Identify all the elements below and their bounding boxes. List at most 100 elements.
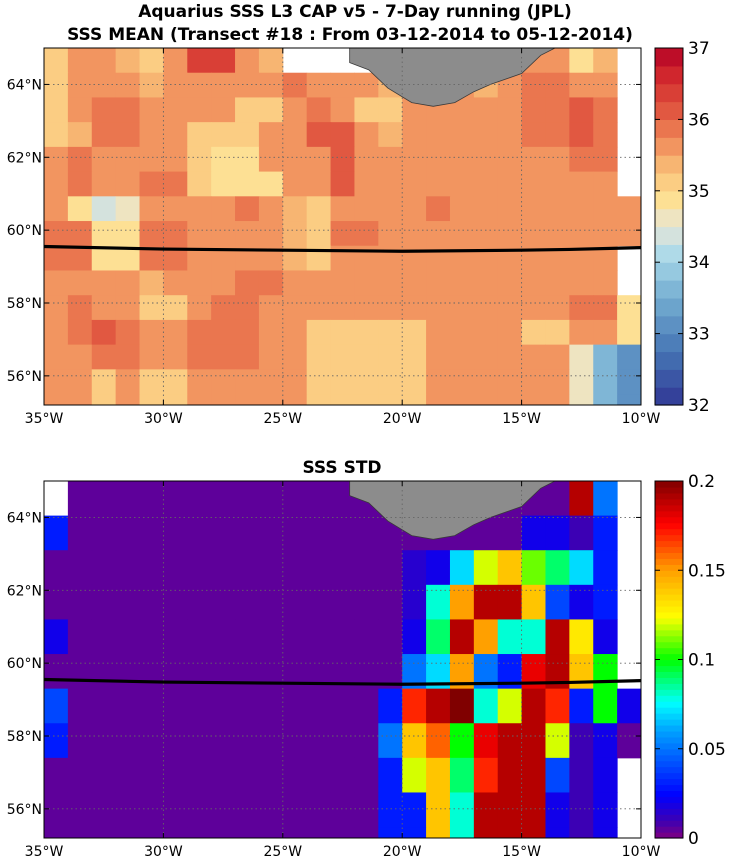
data-cell — [473, 757, 499, 793]
data-cell — [139, 654, 164, 690]
data-cell — [569, 827, 594, 838]
data-cell — [306, 723, 332, 759]
data-cell — [67, 171, 93, 197]
data-cell — [139, 827, 164, 838]
colorbar-swatch — [655, 516, 683, 524]
data-cell — [497, 827, 523, 838]
data-cell — [306, 619, 332, 655]
data-cell — [139, 72, 164, 98]
data-cell — [235, 394, 260, 405]
data-cell — [449, 146, 475, 173]
y-tick-label: 58°N — [7, 296, 42, 312]
data-cell — [139, 550, 164, 586]
colorbar-swatch — [655, 623, 683, 631]
data-cell — [115, 171, 141, 197]
data-cell — [258, 369, 284, 395]
data-cell — [426, 221, 451, 247]
data-cell — [258, 619, 284, 655]
data-cell — [593, 146, 618, 173]
colorbar-swatch — [655, 754, 683, 762]
data-cell — [569, 757, 594, 793]
colorbar-swatch — [655, 641, 683, 649]
data-cell — [67, 122, 93, 148]
data-cell — [211, 792, 236, 828]
colorbar-swatch — [655, 244, 683, 263]
data-cell — [67, 515, 93, 551]
data-cell — [402, 619, 427, 655]
data-cell — [473, 369, 499, 395]
colorbar-tick-label: 0.05 — [688, 740, 726, 760]
data-cell — [354, 757, 379, 793]
data-cell — [115, 221, 141, 247]
data-cell — [235, 792, 260, 828]
data-cell — [330, 196, 355, 222]
data-cell — [545, 827, 570, 838]
data-cell — [593, 757, 618, 793]
data-cell — [378, 550, 403, 586]
bottom-title: SSS STD — [302, 458, 381, 478]
data-cell — [163, 122, 188, 148]
y-tick-label: 62°N — [7, 583, 42, 599]
data-cell — [497, 369, 523, 395]
data-cell — [187, 122, 212, 148]
data-cell — [617, 319, 642, 346]
data-cell — [163, 654, 188, 690]
data-cell — [67, 792, 93, 828]
data-cell — [115, 146, 141, 173]
colorbar-swatch — [655, 713, 683, 720]
data-cell — [617, 295, 642, 321]
data-cell — [67, 344, 93, 370]
data-cell — [473, 319, 499, 346]
data-cell — [44, 122, 69, 148]
data-cell — [593, 319, 618, 346]
data-cell — [163, 757, 188, 793]
data-cell — [211, 550, 236, 586]
data-cell — [617, 394, 642, 405]
y-tick-label: 58°N — [7, 729, 42, 745]
data-cell — [378, 295, 403, 321]
data-cell — [44, 344, 69, 370]
colorbar-tick-label: 33 — [688, 325, 710, 345]
data-cell — [569, 515, 594, 551]
colorbar-swatch — [655, 190, 683, 210]
data-cell — [44, 827, 69, 838]
data-cell — [187, 97, 212, 123]
data-cell — [378, 146, 403, 173]
data-cell — [545, 757, 570, 793]
colorbar-swatch — [655, 790, 683, 797]
data-cell — [139, 369, 164, 395]
data-cell — [44, 48, 69, 74]
data-cell — [67, 221, 93, 247]
data-cell — [139, 319, 164, 346]
data-cell — [282, 550, 308, 586]
colorbar-swatch — [655, 653, 683, 661]
data-cell — [187, 270, 212, 296]
data-cell — [139, 270, 164, 296]
colorbar-swatch — [655, 784, 683, 791]
colorbar-tick-label: 0 — [688, 829, 699, 849]
data-cell — [282, 146, 308, 173]
data-cell — [521, 757, 546, 793]
data-cell — [354, 72, 379, 98]
colorbar-swatch — [655, 83, 683, 103]
data-cell — [211, 344, 236, 370]
data-cell — [187, 550, 212, 586]
data-cell — [378, 122, 403, 148]
data-cell — [306, 295, 332, 321]
y-tick-label: 60°N — [7, 223, 42, 239]
data-cell — [426, 827, 451, 838]
colorbar-swatch — [655, 387, 683, 406]
data-cell — [354, 146, 379, 173]
data-cell — [330, 122, 355, 148]
data-cell — [426, 688, 451, 724]
data-cell — [139, 122, 164, 148]
plot-frame — [43, 47, 642, 406]
data-cell — [67, 72, 93, 98]
data-cell — [115, 792, 141, 828]
data-cell — [211, 319, 236, 346]
data-cell — [569, 584, 594, 620]
colorbar-swatch — [655, 683, 683, 690]
data-cell — [426, 369, 451, 395]
data-cell — [91, 196, 117, 222]
data-cell — [44, 221, 69, 247]
